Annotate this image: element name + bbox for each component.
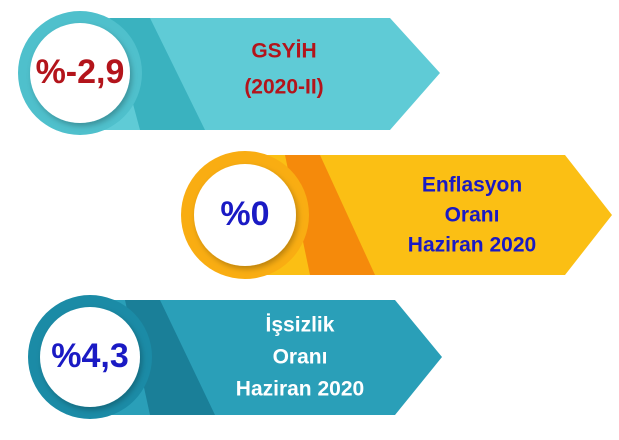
banner-gdp: %-2,9 GSYİH (2020-II) <box>18 11 440 135</box>
label: İşsizlik <box>266 314 335 337</box>
value: %4,3 <box>51 337 129 375</box>
value: %-2,9 <box>36 53 125 91</box>
disc <box>40 307 140 407</box>
banner-inflation: %0 Enflasyon Oranı Haziran 2020 <box>181 151 612 279</box>
label: Oranı <box>445 204 500 227</box>
arrow-fold <box>125 300 215 415</box>
disc <box>30 23 130 123</box>
label: Haziran 2020 <box>408 234 536 257</box>
label: GSYİH <box>251 40 316 63</box>
label: Enflasyon <box>422 174 522 197</box>
label: Haziran 2020 <box>236 378 364 401</box>
label: Oranı <box>273 346 328 369</box>
banner-unemployment: %4,3 İşsizlik Oranı Haziran 2020 <box>28 295 442 419</box>
value: %0 <box>220 195 269 233</box>
arrow-fold <box>285 155 375 275</box>
label: (2020-II) <box>244 76 323 99</box>
disc <box>194 164 296 266</box>
